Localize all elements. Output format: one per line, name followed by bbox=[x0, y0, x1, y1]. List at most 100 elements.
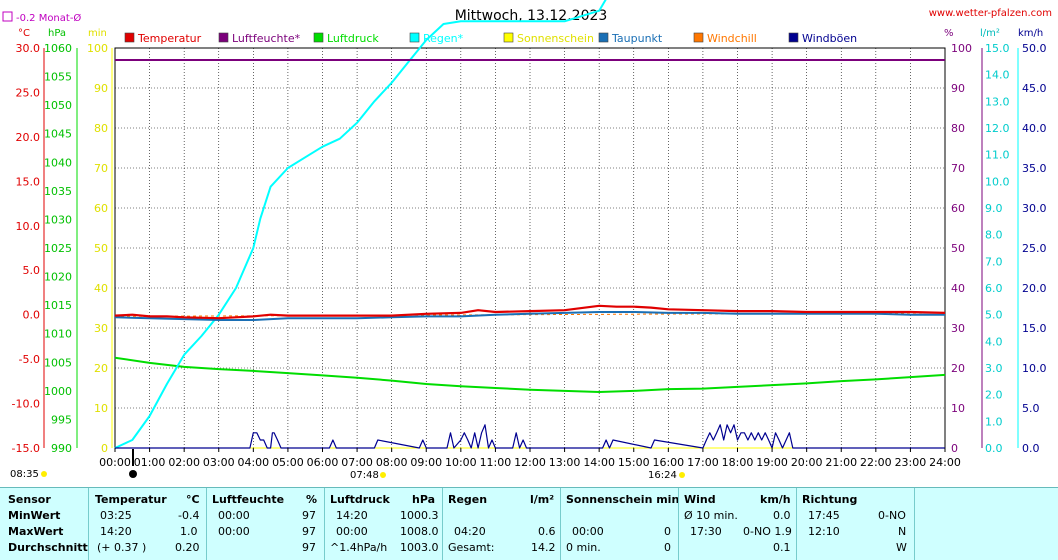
stats-sun-total: 0 bbox=[664, 541, 671, 554]
rain-line bbox=[114, 0, 607, 449]
wind-axis-label: 20.0 bbox=[1022, 282, 1047, 295]
x-tick-label: 15:00 bbox=[618, 456, 650, 469]
stats-dir-header: Richtung bbox=[802, 493, 858, 506]
unit-lm2: l/m² bbox=[980, 28, 1000, 39]
stats-temp-avg: 0.20 bbox=[175, 541, 200, 554]
stats-sun-header: Sonnenschein min bbox=[566, 493, 680, 506]
sun-axis-label: 100 bbox=[87, 42, 108, 55]
sun-axis-label: 40 bbox=[94, 282, 108, 295]
x-tick-label: 07:00 bbox=[341, 456, 373, 469]
stats-rain-total: 14.2 bbox=[531, 541, 556, 554]
press-axis-label: 1045 bbox=[44, 128, 72, 141]
stats-press-header: Luftdruck bbox=[330, 493, 390, 506]
stats-temp-min-time: 03:25 bbox=[100, 509, 132, 522]
chart-axes: 30.0 25.0 20.0 15.0 10.0 5.0 0.0 -5.0 -10.0 -15.0… bbox=[12, 42, 1047, 455]
x-tick-label: 18:00 bbox=[722, 456, 754, 469]
stats-wind-header: Wind bbox=[684, 493, 716, 506]
hum-axis-label: 60 bbox=[951, 202, 965, 215]
wind-axis-label: 50.0 bbox=[1022, 42, 1047, 55]
stats-rain-max: 0.6 bbox=[538, 525, 556, 538]
sun-axis-label: 20 bbox=[94, 362, 108, 375]
sun-axis-label: 90 bbox=[94, 82, 108, 95]
wind-axis-label: 15.0 bbox=[1022, 322, 1047, 335]
stats-sun-max: 0 bbox=[664, 525, 671, 538]
x-tick-label: 09:00 bbox=[410, 456, 442, 469]
temp-axis-label: -5.0 bbox=[19, 353, 40, 366]
x-tick-label: 11:00 bbox=[480, 456, 512, 469]
legend-swatch-5 bbox=[503, 32, 514, 43]
press-axis-label: 1030 bbox=[44, 213, 72, 226]
x-tick-label: 13:00 bbox=[549, 456, 581, 469]
stats-wind-max-time: 17:30 bbox=[690, 525, 722, 538]
monat-icon bbox=[2, 11, 13, 22]
rain-axis-label: 11.0 bbox=[985, 149, 1010, 162]
hum-axis-label: 50 bbox=[951, 242, 965, 255]
x-tick-label: 10:00 bbox=[445, 456, 477, 469]
x-tick-label: 05:00 bbox=[272, 456, 304, 469]
legend-label-2: Luftfeuchte* bbox=[232, 32, 301, 45]
press-axis-label: 1040 bbox=[44, 156, 72, 169]
x-tick-label: 00:00 bbox=[99, 456, 131, 469]
temp-axis-label: 15.0 bbox=[16, 175, 41, 188]
rain-axis-label: 15.0 bbox=[985, 42, 1010, 55]
press-axis-label: 995 bbox=[51, 413, 72, 426]
wind-axis-label: 35.0 bbox=[1022, 162, 1047, 175]
stats-dir-avg: W bbox=[896, 541, 907, 554]
x-tick-label: 04:00 bbox=[237, 456, 269, 469]
sunset-time: 16:24 bbox=[648, 470, 677, 481]
rain-axis-label: 2.0 bbox=[985, 389, 1003, 402]
legend-label-5: Sonnenschein bbox=[517, 32, 594, 45]
temp-axis-label: 5.0 bbox=[23, 264, 41, 277]
x-tick-label: 20:00 bbox=[791, 456, 823, 469]
rain-axis-label: 5.0 bbox=[985, 309, 1003, 322]
sun-events: 08:35 07:48 16:24 bbox=[10, 449, 685, 481]
temp-axis-label: -10.0 bbox=[12, 398, 40, 411]
stats-row-min: MinWert bbox=[8, 509, 61, 522]
x-tick-label: 14:00 bbox=[583, 456, 615, 469]
wind-axis-label: 10.0 bbox=[1022, 362, 1047, 375]
stats-wind-max-dir: 0-NO 1.9 bbox=[743, 525, 792, 538]
rain-axis-label: 0.0 bbox=[985, 442, 1003, 455]
legend-swatch-6 bbox=[598, 32, 609, 43]
wind-axis-label: 40.0 bbox=[1022, 122, 1047, 135]
sun-max-icon bbox=[380, 472, 386, 478]
legend-swatch-3 bbox=[313, 32, 324, 43]
sun-axis-label: 0 bbox=[101, 442, 108, 455]
monat-label: -0.2 Monat-Ø bbox=[16, 12, 81, 24]
hum-axis-label: 30 bbox=[951, 322, 965, 335]
stats-hum-min: 97 bbox=[302, 509, 316, 522]
hum-axis-label: 10 bbox=[951, 402, 965, 415]
stats-wind-mean: 0.1 bbox=[773, 541, 791, 554]
sun-axis-label: 10 bbox=[94, 402, 108, 415]
press-axis-label: 1060 bbox=[44, 42, 72, 55]
stats-hum-header: Luftfeuchte bbox=[212, 493, 285, 506]
stats-dir-min: 0-NO bbox=[878, 509, 906, 522]
sunset-icon bbox=[679, 472, 685, 478]
plot-area bbox=[114, 0, 946, 449]
hum-axis-label: 20 bbox=[951, 362, 965, 375]
stats-temp-max: 1.0 bbox=[180, 525, 198, 538]
stats-press-trend: ^1.4hPa/h bbox=[330, 541, 388, 554]
moon-icon bbox=[129, 470, 137, 478]
legend-label-7: Windchill bbox=[707, 32, 757, 45]
website-link[interactable]: www.wetter-pfalzen.com bbox=[929, 8, 1052, 19]
rain-axis-label: 12.0 bbox=[985, 122, 1010, 135]
stats-press-max: 1008.0 bbox=[400, 525, 439, 538]
legend-label-8: Windböen bbox=[802, 32, 857, 45]
press-axis-label: 1025 bbox=[44, 242, 72, 255]
unit-celsius: °C bbox=[18, 28, 30, 39]
press-axis-label: 1005 bbox=[44, 356, 72, 369]
legend-label-1: Temperatur bbox=[137, 32, 202, 45]
stats-rain-total-label: Gesamt: bbox=[448, 541, 495, 554]
x-tick-label: 17:00 bbox=[687, 456, 719, 469]
sunrise-icon bbox=[41, 471, 47, 477]
hum-axis-label: 70 bbox=[951, 162, 965, 175]
temp-axis-label: 10.0 bbox=[16, 220, 41, 233]
temp-axis-label: 20.0 bbox=[16, 131, 41, 144]
stats-wind-avg-label: Ø 10 min. bbox=[684, 509, 738, 522]
temperature-line bbox=[114, 304, 946, 320]
stats-wind-avg: 0.0 bbox=[773, 509, 791, 522]
press-axis-label: 1000 bbox=[44, 385, 72, 398]
stats-hum-avg: 97 bbox=[302, 541, 316, 554]
